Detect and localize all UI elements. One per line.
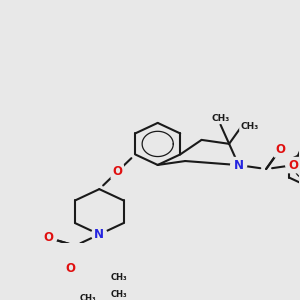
Text: CH₃: CH₃ (110, 290, 127, 299)
Circle shape (62, 262, 78, 275)
Text: O: O (112, 165, 122, 178)
Text: CH₃: CH₃ (110, 273, 127, 282)
Text: O: O (44, 232, 54, 244)
Text: O: O (65, 262, 75, 275)
Circle shape (272, 143, 288, 156)
Circle shape (286, 159, 300, 172)
Circle shape (91, 228, 107, 241)
Text: CH₃: CH₃ (80, 294, 97, 300)
Circle shape (231, 159, 247, 172)
Text: N: N (234, 159, 244, 172)
Text: N: N (94, 228, 104, 241)
Text: O: O (275, 143, 285, 156)
Text: CH₃: CH₃ (212, 114, 230, 123)
Circle shape (41, 232, 57, 244)
Text: CH₃: CH₃ (241, 122, 259, 131)
Circle shape (109, 165, 125, 178)
Text: O: O (289, 159, 299, 172)
